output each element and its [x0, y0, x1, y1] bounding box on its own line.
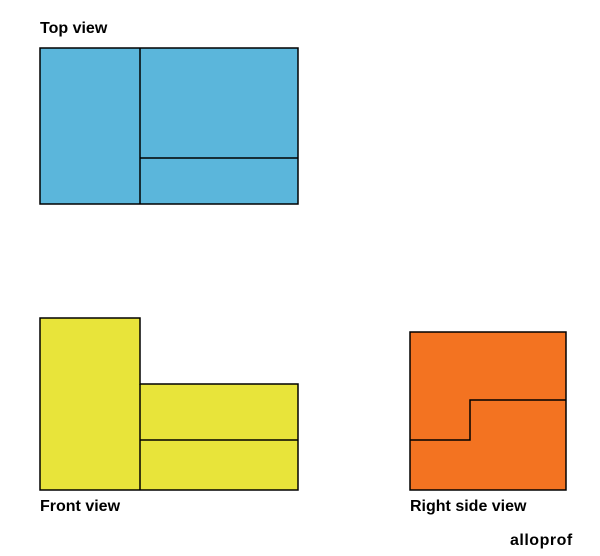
front-view-label: Front view [40, 498, 120, 516]
top-view-label: Top view [40, 20, 107, 38]
watermark: alloprof [510, 532, 573, 550]
front-view-outline [40, 318, 298, 490]
right-view-rect [410, 332, 566, 490]
top-view-rect [40, 48, 298, 204]
right-view-label: Right side view [410, 498, 526, 516]
views-svg [0, 0, 600, 556]
